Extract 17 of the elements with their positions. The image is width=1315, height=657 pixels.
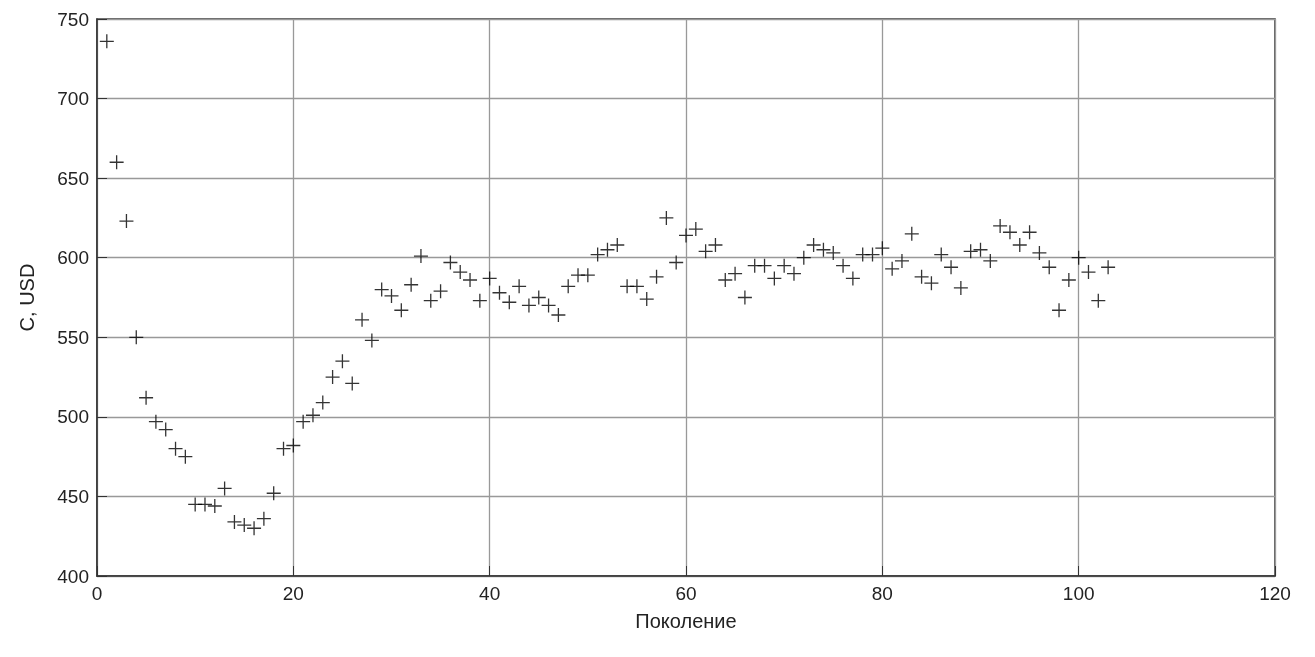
y-tick-label: 400 <box>57 565 89 587</box>
x-tick-label: 40 <box>479 583 501 604</box>
x-tick-label: 100 <box>1062 583 1095 604</box>
y-tick-label: 550 <box>57 326 89 348</box>
y-tick-label: 650 <box>57 167 89 189</box>
x-tick-label: 60 <box>675 583 697 604</box>
y-tick-label: 500 <box>57 406 89 428</box>
x-tick-label: 20 <box>282 583 304 604</box>
y-axis-title: C, USD <box>16 263 38 332</box>
x-tick-label: 80 <box>871 583 893 604</box>
x-axis-title: Поколение <box>635 610 737 632</box>
x-tick-label: 0 <box>91 583 103 604</box>
y-tick-label: 600 <box>57 247 89 269</box>
y-tick-label: 450 <box>57 485 89 507</box>
y-tick-label: 700 <box>57 88 89 110</box>
y-tick-label: 750 <box>57 8 89 30</box>
x-tick-label: 120 <box>1259 583 1291 604</box>
